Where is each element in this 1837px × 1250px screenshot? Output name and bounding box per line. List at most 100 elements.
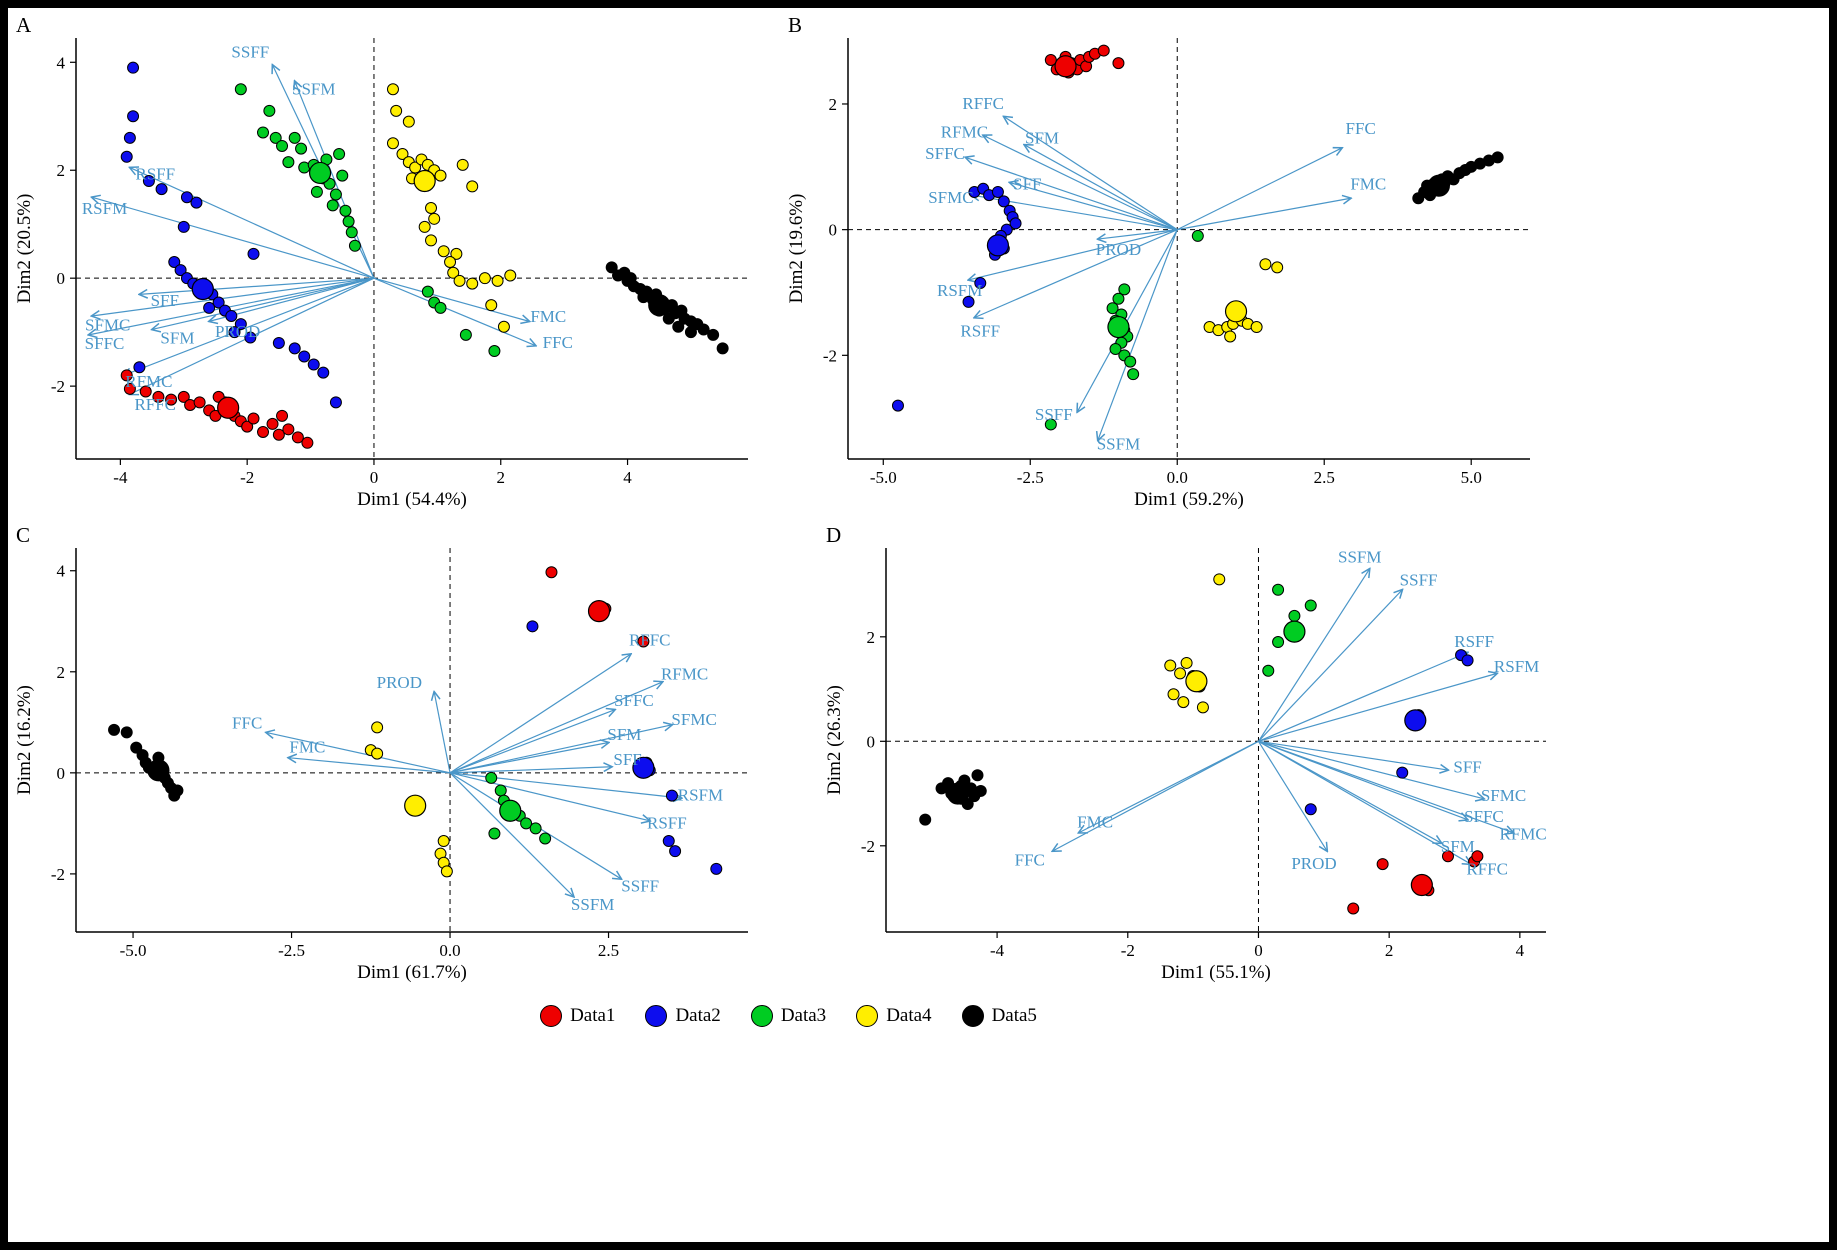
legend-swatch-data2 — [645, 1005, 668, 1027]
point-data3 — [269, 131, 282, 144]
point-data1 — [152, 390, 165, 403]
x-tick-label: -2.5 — [278, 941, 305, 960]
panel-grid: SSFF SSFM RSFF RSFM SFF SFMC SFFC SFM PROD RFMC RF… — [8, 8, 1829, 995]
loading-arrow-rsfm — [969, 229, 1178, 280]
point-data2 — [997, 195, 1010, 208]
point-data4 — [434, 169, 447, 182]
point-data4 — [1224, 330, 1237, 343]
point-data4 — [1177, 696, 1190, 709]
point-data4 — [485, 299, 498, 312]
point-data2 — [174, 264, 187, 277]
y-tick-label: 2 — [829, 95, 838, 114]
loading-arrow-ffc — [1176, 148, 1342, 231]
point-data2 — [710, 862, 723, 875]
x-tick-label: 2.5 — [1314, 468, 1335, 487]
point-data4 — [453, 274, 466, 287]
x-tick-label: 2.5 — [598, 941, 619, 960]
point-data1 — [637, 635, 650, 648]
point-data2 — [133, 361, 146, 374]
point-data3 — [1109, 343, 1122, 356]
point-data1 — [120, 369, 133, 382]
point-data3 — [263, 104, 276, 117]
legend-label-data1: Data1 — [570, 1005, 616, 1026]
point-data4 — [1196, 701, 1209, 714]
legend: Data1 Data2 Data3 Data4 Data5 — [8, 1005, 1699, 1027]
point-data4 — [456, 158, 469, 171]
point-data4 — [450, 247, 463, 260]
loading-label-sfm: SFM — [1025, 129, 1059, 148]
point-data3 — [257, 126, 270, 139]
loading-label-ffc: FFC — [543, 333, 573, 352]
centroid-data3 — [1107, 315, 1130, 339]
panel-letter-A: A — [16, 13, 32, 37]
legend-label-data3: Data3 — [780, 1005, 827, 1026]
point-data5 — [1491, 151, 1504, 164]
legend-swatch-data4 — [856, 1005, 879, 1027]
loading-arrow-rsfm — [1258, 673, 1497, 742]
centroid-data3 — [499, 799, 522, 822]
y-axis-title: Dim2 (19.6%) — [786, 194, 807, 304]
point-data4 — [437, 835, 450, 848]
legend-swatch-data1 — [540, 1005, 563, 1027]
centroid-data2 — [632, 756, 655, 779]
loading-arrow-rfmc — [983, 135, 1178, 231]
x-axis-title: Dim1 (55.1%) — [1161, 962, 1271, 983]
loading-label-ssfm: SSFM — [292, 79, 335, 98]
point-data4 — [1167, 688, 1180, 701]
point-data1 — [1441, 850, 1454, 863]
loading-label-rfmc: RFMC — [1500, 824, 1547, 843]
point-data2 — [1461, 654, 1474, 667]
point-data3 — [434, 301, 447, 314]
x-axis-title: Dim1 (54.4%) — [357, 489, 467, 510]
y-tick-label: 2 — [57, 663, 66, 682]
loading-label-ssfm: SSFM — [1097, 435, 1140, 454]
loading-label-rfmc: RFMC — [661, 664, 708, 683]
point-data4 — [466, 180, 479, 193]
legend-item-data4: Data4 — [856, 1005, 932, 1027]
loading-arrow-sfmc — [92, 277, 375, 316]
legend-label-data4: Data4 — [886, 1005, 932, 1026]
point-data3 — [1106, 302, 1119, 315]
legend-item-data2: Data2 — [645, 1005, 721, 1027]
point-data2 — [228, 326, 241, 339]
loading-arrow-rfmc — [449, 682, 662, 774]
loading-arrow-rsff — [1258, 652, 1467, 742]
point-data1 — [272, 428, 285, 441]
point-data3 — [326, 199, 339, 212]
point-data5 — [707, 328, 720, 341]
point-data3 — [310, 185, 323, 198]
loading-label-rfmc: RFMC — [941, 122, 988, 141]
loading-label-prod: PROD — [377, 673, 422, 692]
x-tick-label: 0 — [1254, 941, 1263, 960]
loading-arrow-sfmc — [1258, 740, 1483, 798]
point-data5 — [605, 261, 618, 274]
point-data3 — [1288, 609, 1301, 622]
point-data4 — [418, 220, 431, 233]
point-data1 — [545, 566, 558, 579]
point-data4 — [478, 272, 491, 285]
point-data1 — [276, 409, 289, 422]
point-data5 — [662, 312, 675, 325]
x-tick-label: 4 — [623, 468, 632, 487]
loading-arrow-sff — [1258, 740, 1448, 770]
x-tick-label: -2 — [1121, 941, 1135, 960]
loading-arrow-rffc — [1004, 117, 1178, 231]
legend-item-data5: Data5 — [961, 1005, 1037, 1027]
panel-D: SSFM SSFF RSFF RSFM SFF SFMC SFFC RFMC SFM RFFC PR… — [774, 522, 1829, 995]
loading-arrow-sfm — [449, 743, 608, 774]
loading-arrow-rffc — [1258, 740, 1470, 864]
centroid-data1 — [217, 396, 240, 419]
y-tick-label: 4 — [57, 562, 66, 581]
point-data1 — [139, 385, 152, 398]
point-data2 — [991, 185, 1004, 198]
point-data5 — [108, 723, 121, 736]
panel-B: RFFC RFMC SFM SFFC SFF SFMC PROD RSFM RSFF SSFF SS… — [774, 12, 1829, 522]
centroid-data4 — [1224, 300, 1248, 323]
point-data3 — [488, 827, 501, 840]
loading-arrow-prod — [1257, 740, 1327, 851]
point-data5 — [684, 326, 697, 339]
legend-label-data2: Data2 — [675, 1005, 721, 1026]
point-data5 — [974, 784, 987, 797]
centroid-data1 — [1054, 55, 1077, 78]
